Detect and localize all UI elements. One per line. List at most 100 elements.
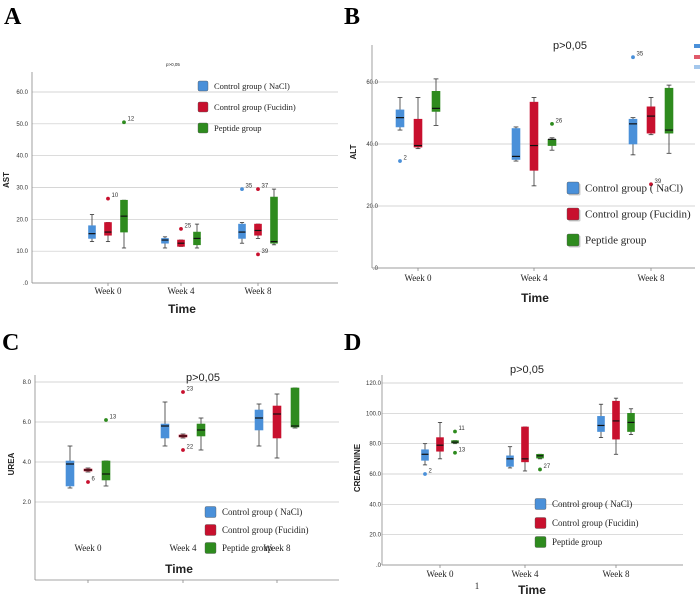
box-iqr (431, 91, 441, 112)
outlier-label: 26 (556, 118, 563, 124)
box-iqr (597, 416, 605, 432)
legend-label: Control group ( NaCl) (585, 183, 683, 195)
box-iqr (290, 387, 300, 428)
outlier-label: 13 (459, 447, 466, 453)
x-tick-label: Week 0 (74, 543, 102, 553)
box-control-group-fucidin--1: 25 (177, 223, 192, 247)
x-tick-label: Week 4 (169, 543, 197, 553)
legend-label: Control group (Fucidin) (585, 209, 691, 221)
box-iqr (254, 409, 264, 431)
outlier-label: 10 (112, 193, 119, 199)
box-peptide-group-1 (193, 223, 201, 249)
y-tick-label: 60.0 (366, 80, 378, 86)
box-iqr (612, 400, 620, 440)
box-control-group-fucidin--0: 10 (104, 193, 119, 243)
box-control-group-fucidin--0 (413, 97, 423, 150)
outlier-label: 35 (246, 184, 253, 190)
box-iqr (160, 423, 170, 439)
legend-label: Peptide group (214, 123, 261, 133)
outlier-label: 39 (655, 179, 662, 185)
box-control-group-fucidin--0 (436, 422, 444, 460)
y-tick-label: 8.0 (23, 380, 32, 386)
y-tick-label: 60.0 (369, 472, 381, 478)
legend-label: Control group ( NaCl) (552, 499, 632, 509)
box-control-group-nacl--2: 35 (238, 184, 253, 244)
legend-label: Peptide group (222, 543, 273, 553)
p-value-annotation: p>0,05 (166, 62, 180, 67)
x-tick-label: Week 0 (404, 273, 432, 283)
legend-swatch (566, 233, 580, 247)
legend: Control group ( NaCl) Control group (Fuci… (534, 498, 639, 548)
cropped-legend-fragment (694, 44, 700, 48)
legend-label: Control group ( NaCl) (222, 507, 302, 517)
y-axis-label: ALT (349, 144, 358, 159)
legend-label: Control group ( NaCl) (214, 81, 290, 91)
panel-letter: A (4, 4, 22, 30)
legend-swatch (566, 207, 580, 221)
panel-a: A .0 10.0 20.0 30.0 40.0 50.0 60.0 AST Week 0 Week… (2, 4, 338, 316)
x-tick-label: Week 8 (263, 543, 291, 553)
outlier-point (649, 182, 653, 187)
box-control-group-fucidin--1 (529, 97, 539, 187)
legend-swatch (204, 542, 217, 554)
box-iqr (511, 128, 521, 160)
box-peptide-group-2 (627, 408, 635, 435)
box-control-group-nacl--1 (511, 126, 521, 162)
y-tick-label: 4.0 (23, 460, 32, 466)
y-tick-label: .0 (376, 563, 382, 569)
panel-letter: B (344, 4, 360, 30)
box-control-group-nacl--2: 35 (628, 52, 644, 156)
outlier-point (453, 450, 457, 455)
x-axis-label: Time (165, 562, 193, 576)
legend-swatch (566, 181, 580, 195)
box-control-group-nacl--1 (160, 401, 170, 447)
box-iqr (529, 101, 539, 171)
panel-d: D .0 20.0 40.0 60.0 80.0 100.0 120.0 CREATININE W… (344, 330, 683, 597)
p-value-annotation: p>0,05 (510, 364, 544, 376)
legend-swatch (204, 506, 217, 518)
box-peptide-group-1 (196, 417, 206, 451)
box-iqr (238, 223, 246, 239)
outlier-point (181, 448, 185, 452)
outlier-point (631, 55, 635, 60)
outlier-label: 22 (187, 445, 194, 451)
box-iqr (547, 139, 557, 146)
box-control-group-nacl--2 (254, 403, 264, 447)
y-tick-label: .0 (373, 266, 379, 272)
outlier-point (398, 159, 402, 163)
cropped-legend-fragment (694, 65, 700, 69)
p-value-annotation: p>0,05 (186, 372, 220, 384)
box-iqr (161, 238, 169, 244)
y-tick-label: .0 (23, 281, 29, 287)
x-axis-label: Time (168, 302, 196, 316)
y-tick-label: 50.0 (16, 122, 28, 128)
box-peptide-group-0: 13 (101, 415, 117, 487)
legend-label: Control group (Fucidin) (222, 525, 309, 535)
box-iqr (664, 87, 674, 134)
box-iqr (628, 118, 638, 145)
legend-label: Peptide group (585, 235, 647, 247)
legend-label: Control group (Fucidin) (214, 102, 296, 112)
outlier-label: 2 (404, 156, 408, 162)
box-control-group-nacl--0: 2 (395, 97, 408, 163)
outlier-point (122, 120, 126, 125)
legend-swatch (197, 101, 209, 113)
outlier-label: 39 (262, 249, 269, 255)
outlier-label: 2 (429, 469, 433, 475)
box-iqr (272, 405, 282, 439)
p-value-annotation: p>0,05 (553, 40, 587, 52)
box-control-group-fucidin--0: 6 (83, 467, 96, 484)
box-iqr (270, 196, 278, 244)
outlier-point (423, 472, 427, 476)
outlier-point (104, 418, 108, 422)
panel-letter: C (2, 330, 19, 356)
box-control-group-fucidin--1: 23 22 (178, 387, 194, 452)
x-tick-label: Week 8 (244, 286, 272, 296)
x-tick-label: Week 4 (520, 273, 548, 283)
box-control-group-nacl--1 (506, 446, 514, 469)
panel-c: C 2.0 4.0 6.0 8.0 UREA Week 0 Week 4 Week 8 Time p… (2, 330, 339, 583)
box-control-group-nacl--0: 2 (421, 443, 433, 476)
outlier-point (538, 467, 542, 472)
y-tick-label: 60.0 (16, 90, 28, 96)
legend-label: Peptide group (552, 537, 603, 547)
